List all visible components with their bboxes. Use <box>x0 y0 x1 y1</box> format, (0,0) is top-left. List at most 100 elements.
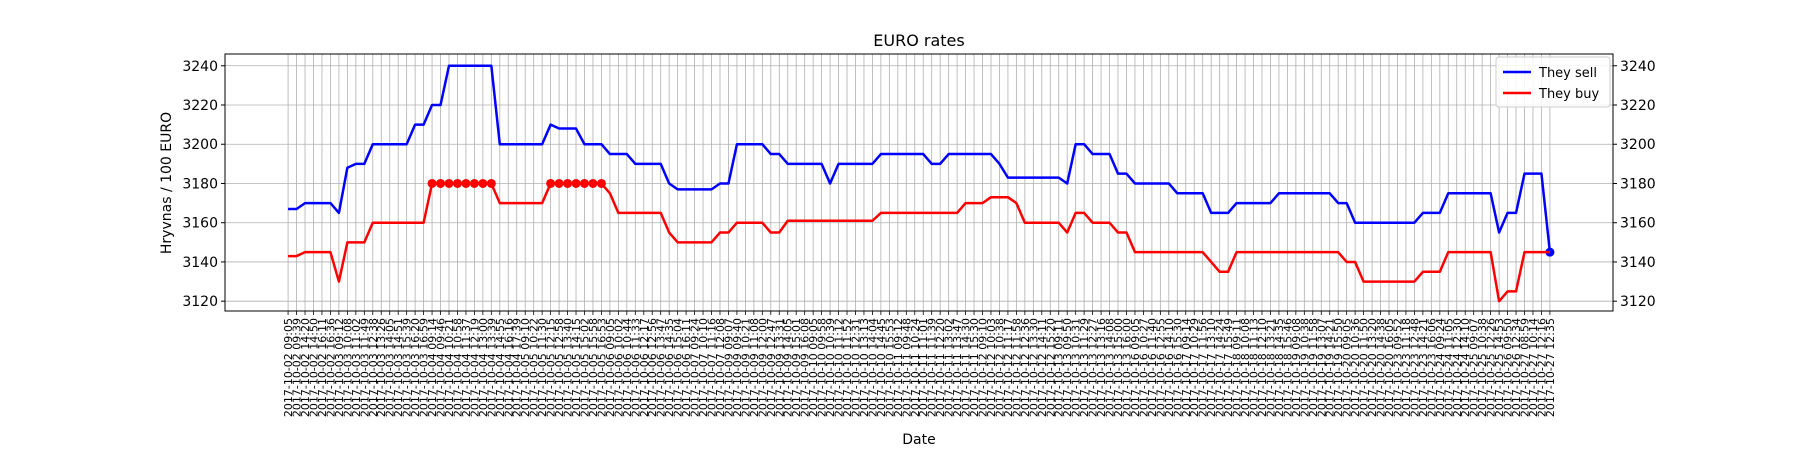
x-tick-label: 2017-10-03 13:26 <box>375 318 388 417</box>
x-tick-label: 2017-10-03 14:05 <box>384 318 397 417</box>
x-tick-label: 2017-10-10 14:04 <box>866 318 879 417</box>
x-tick-label: 2017-10-10 11:12 <box>833 318 846 417</box>
x-tick-label: 2017-10-05 09:10 <box>519 318 532 417</box>
point-marker <box>452 178 462 188</box>
x-tick-label: 2017-10-12 10:03 <box>985 318 998 417</box>
y-tick-label: 3220 <box>182 98 218 114</box>
point-marker <box>461 178 471 188</box>
x-tick-label: 2017-10-24 12:30 <box>1451 318 1464 417</box>
x-tick-label: 2017-10-12 11:58 <box>1010 318 1023 417</box>
x-tick-label: 2017-10-04 13:00 <box>477 318 490 417</box>
x-tick-label: 2017-10-20 16:05 <box>1383 318 1396 417</box>
y2-tick-label: 3120 <box>1620 294 1656 310</box>
x-tick-label: 2017-10-17 13:10 <box>1205 318 1218 417</box>
x-tick-label: 2017-10-27 10:14 <box>1527 318 1540 417</box>
x-tick-label: 2017-10-26 09:50 <box>1502 318 1515 417</box>
x-tick-label: 2017-10-17 11:56 <box>1197 318 1210 417</box>
x-tick-label: 2017-10-03 11:49 <box>358 318 371 417</box>
x-tick-label: 2017-10-13 14:08 <box>1104 318 1117 417</box>
x-tick-label: 2017-10-13 09:11 <box>1053 318 1066 417</box>
x-tick-label: 2017-10-05 16:53 <box>595 318 608 417</box>
x-tick-label: 2017-10-04 12:19 <box>468 318 481 417</box>
x-tick-label: 2017-10-25 12:26 <box>1485 318 1498 417</box>
x-tick-label: 2017-10-10 12:31 <box>849 318 862 417</box>
y-tick-label: 3140 <box>182 255 218 271</box>
y-tick-label: 3180 <box>182 176 218 192</box>
x-tick-label: 2017-10-10 13:13 <box>858 318 871 417</box>
x-tick-label: 2017-10-18 12:10 <box>1256 318 1269 417</box>
x-tick-label: 2017-10-16 09:05 <box>1129 318 1142 417</box>
legend-box <box>1495 56 1611 108</box>
x-tick-label: 2017-10-03 15:39 <box>401 318 414 417</box>
x-axis-label: Date <box>902 432 935 448</box>
x-tick-label: 2017-10-24 09:24 <box>1434 318 1447 417</box>
x-tick-label: 2017-10-06 16:11 <box>680 318 693 417</box>
x-tick-label: 2017-10-10 09:05 <box>807 318 820 417</box>
x-tick-label: 2017-10-06 11:33 <box>629 318 642 417</box>
x-tick-label: 2017-10-09 14:05 <box>782 318 795 417</box>
x-tick-label: 2017-10-20 13:20 <box>1366 318 1379 417</box>
point-marker <box>436 178 446 188</box>
x-tick-label: 2017-10-04 10:21 <box>443 318 456 417</box>
point-marker <box>579 178 589 188</box>
point-marker <box>546 178 556 188</box>
x-tick-label: 2017-10-20 10:36 <box>1349 318 1362 417</box>
y-axis-label: Hryvnas / 100 EURO <box>159 112 175 254</box>
legend-label: They sell <box>1538 66 1597 81</box>
x-tick-label: 2017-10-03 10:08 <box>341 318 354 417</box>
x-tick-label: 2017-10-19 11:58 <box>1307 318 1320 417</box>
x-tick-label: 2017-10-19 10:38 <box>1298 318 1311 417</box>
x-tick-label: 2017-10-07 10:10 <box>697 318 710 417</box>
x-tick-label: 2017-10-09 11:08 <box>748 318 761 417</box>
x-tick-label: 2017-10-19 09:08 <box>1290 318 1303 417</box>
line-series <box>288 182 1550 303</box>
x-tick-label: 2017-10-04 09:46 <box>435 318 448 417</box>
x-tick-label: 2017-10-12 13:30 <box>1027 318 1040 417</box>
x-tick-label: 2017-10-04 10:58 <box>451 318 464 417</box>
x-tick-label: 2017-10-11 15:30 <box>968 318 981 417</box>
x-tick-label: 2017-10-24 14:10 <box>1459 318 1472 417</box>
x-tick-label: 2017-10-09 13:31 <box>773 318 786 417</box>
x-tick-label: 2017-10-13 15:00 <box>1112 318 1125 417</box>
x-tick-label: 2017-10-11 11:39 <box>926 318 939 417</box>
x-tick-label: 2017-10-11 13:02 <box>943 318 956 417</box>
point-marker <box>554 178 564 188</box>
y2-tick-label: 3240 <box>1620 59 1656 75</box>
x-tick-label: 2017-10-13 09:50 <box>1061 318 1074 417</box>
line-series <box>288 64 1552 253</box>
x-tick-label: 2017-10-06 12:17 <box>638 318 651 417</box>
x-tick-label: 2017-10-10 14:45 <box>875 318 888 417</box>
x-tick-label: 2017-10-20 14:38 <box>1375 318 1388 417</box>
x-tick-label: 2017-10-18 09:11 <box>1231 318 1244 417</box>
x-tick-label: 2017-10-23 16:06 <box>1425 318 1438 417</box>
point-marker <box>588 178 598 188</box>
x-tick-label: 2017-10-07 12:08 <box>714 318 727 417</box>
x-tick-label: 2017-10-19 15:50 <box>1332 318 1345 417</box>
x-tick-label: 2017-10-25 10:38 <box>1476 318 1489 417</box>
point-marker <box>469 178 479 188</box>
point-marker <box>596 178 606 188</box>
x-tick-label: 2017-10-06 09:05 <box>604 318 617 417</box>
x-tick-label: 2017-10-04 16:16 <box>502 318 515 417</box>
x-tick-label: 2017-10-06 14:35 <box>663 318 676 417</box>
x-tick-label: 2017-10-20 11:50 <box>1358 318 1371 417</box>
x-tick-label: 2017-10-06 13:47 <box>655 318 668 417</box>
x-tick-label: 2017-10-16 14:10 <box>1163 318 1176 417</box>
x-tick-label: 2017-10-05 12:58 <box>553 318 566 417</box>
x-tick-label: 2017-10-05 15:02 <box>578 318 591 417</box>
x-tick-label: 2017-10-02 16:36 <box>324 318 337 417</box>
x-tick-label: 2017-10-13 11:29 <box>1078 318 1091 417</box>
x-tick-label: 2017-10-17 09:14 <box>1180 318 1193 417</box>
x-tick-label: 2017-10-26 12:34 <box>1510 318 1523 417</box>
x-tick-label: 2017-10-13 16:00 <box>1120 318 1133 417</box>
x-tick-label: 2017-10-11 11:01 <box>917 318 930 417</box>
x-tick-label: 2017-10-12 15:20 <box>1044 318 1057 417</box>
point-marker <box>571 178 581 188</box>
x-tick-label: 2017-10-19 13:07 <box>1315 318 1328 417</box>
x-tick-label: 2017-10-23 09:52 <box>1391 318 1404 417</box>
x-tick-label: 2017-10-17 15:49 <box>1222 318 1235 417</box>
x-tick-label: 2017-10-11 14:30 <box>960 318 973 417</box>
y-tick-label: 3200 <box>182 137 218 153</box>
x-tick-label: 2017-10-04 09:14 <box>426 318 439 417</box>
